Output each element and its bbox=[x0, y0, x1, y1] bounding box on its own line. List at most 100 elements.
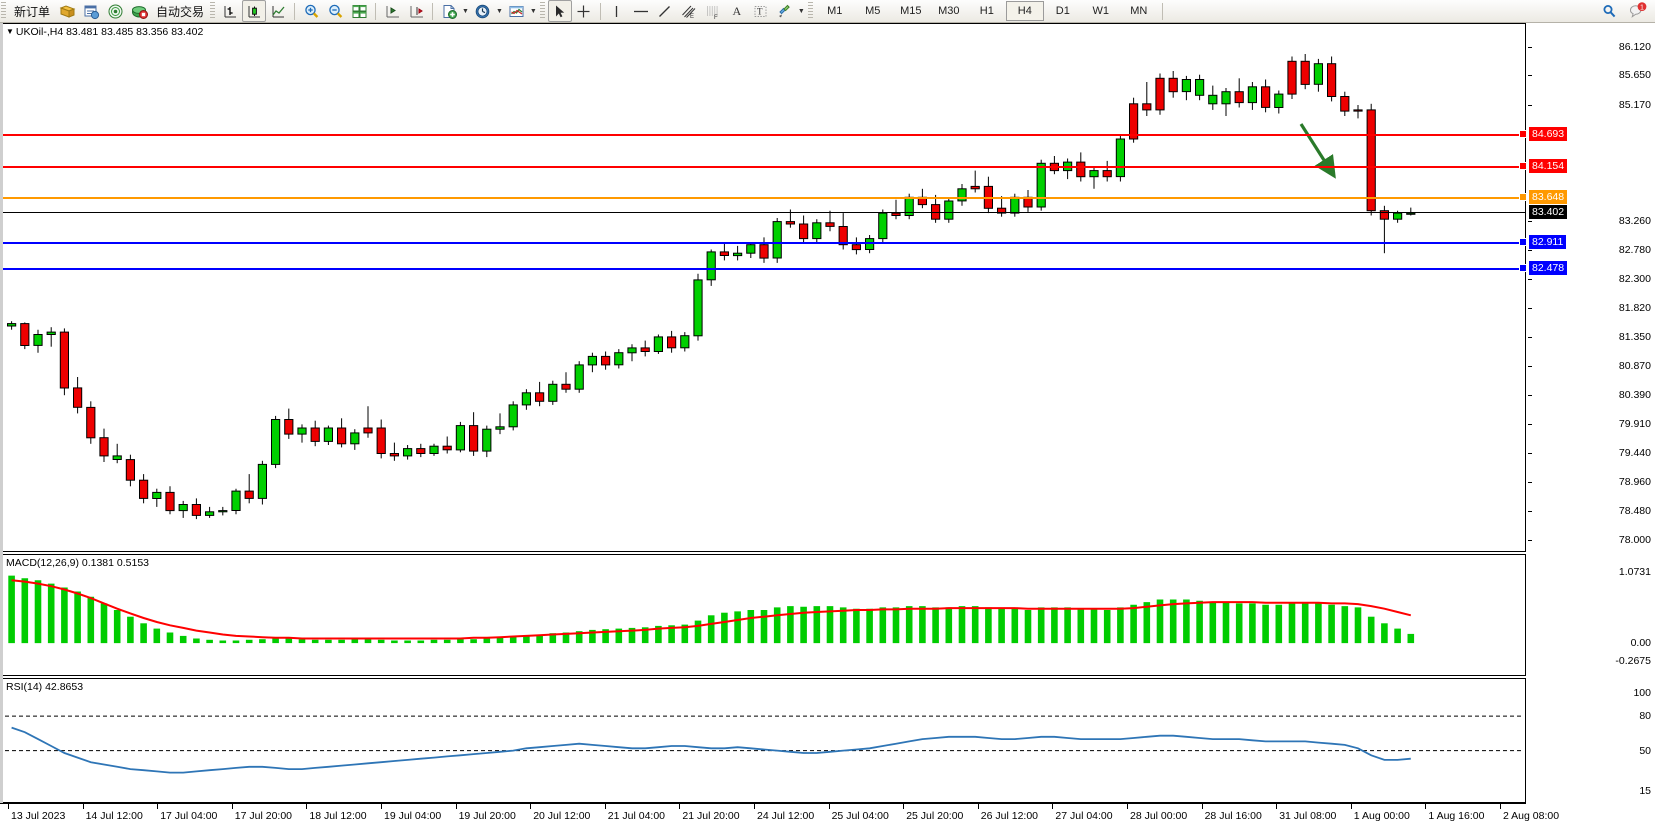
time-tick: 17 Jul 04:00 bbox=[160, 810, 218, 822]
price-tick-mark bbox=[1528, 249, 1532, 251]
time-axis[interactable]: 13 Jul 2023 14 Jul 12:00 17 Jul 04:00 17 Ju… bbox=[0, 803, 1559, 834]
level-line-current-price[interactable] bbox=[0, 211, 1526, 213]
level-line-support-2[interactable] bbox=[0, 268, 1526, 271]
line-chart-icon[interactable] bbox=[266, 0, 290, 22]
chart-menu-caret-icon[interactable]: ▼ bbox=[6, 27, 14, 36]
timeframe-w1[interactable]: W1 bbox=[1092, 5, 1110, 17]
timeframe-mn[interactable]: MN bbox=[1130, 5, 1148, 17]
template-dropdown-caret-icon[interactable]: ▼ bbox=[462, 7, 469, 15]
crosshair-icon[interactable] bbox=[572, 0, 596, 22]
horizontal-line-icon[interactable] bbox=[629, 0, 653, 22]
price-tick: 81.820 bbox=[1618, 302, 1651, 315]
autotrading-button[interactable]: 自动交易 bbox=[151, 0, 209, 22]
time-tick-mark bbox=[1127, 804, 1128, 809]
timeframe-m5[interactable]: M5 bbox=[865, 5, 881, 17]
level-badge-resistance-2: 84.154 bbox=[1529, 159, 1568, 174]
time-tick: 28 Jul 16:00 bbox=[1204, 810, 1262, 822]
indicators-icon[interactable] bbox=[505, 0, 529, 22]
level-handle-resistance-1[interactable] bbox=[1519, 129, 1527, 138]
rsi-axis[interactable]: 100 80 50 15 bbox=[1526, 678, 1655, 803]
time-tick: 25 Jul 04:00 bbox=[831, 810, 889, 822]
folder-gold-icon[interactable] bbox=[55, 0, 79, 22]
price-tick-mark bbox=[1528, 75, 1532, 77]
timeframe-d1[interactable]: D1 bbox=[1055, 5, 1070, 17]
level-line-pivot[interactable] bbox=[0, 197, 1526, 200]
toolbar-separator-5 bbox=[1161, 2, 1163, 20]
indicators-dropdown-caret-icon[interactable]: ▼ bbox=[529, 7, 537, 15]
new-template-icon[interactable] bbox=[437, 0, 461, 22]
level-line-support-1[interactable] bbox=[0, 241, 1526, 244]
svg-text:F: F bbox=[714, 15, 718, 20]
toolbar-separator-4 bbox=[599, 2, 601, 20]
text-icon[interactable]: A bbox=[732, 3, 742, 18]
period-dropdown-caret-icon[interactable]: ▼ bbox=[495, 7, 503, 15]
chart-shift-icon[interactable] bbox=[380, 0, 404, 22]
level-handle-resistance-2[interactable] bbox=[1519, 162, 1527, 171]
price-tick-mark bbox=[1528, 308, 1532, 310]
down-arrow-annotation[interactable] bbox=[1295, 118, 1355, 188]
rsi-tick: 80 bbox=[1639, 710, 1651, 723]
trendline-icon[interactable] bbox=[653, 0, 677, 22]
level-handle-support-1[interactable] bbox=[1519, 237, 1527, 246]
shapes-icon[interactable] bbox=[773, 0, 797, 22]
toolbar-grip-4[interactable] bbox=[807, 2, 813, 20]
timeframe-h1[interactable]: H1 bbox=[979, 5, 994, 17]
price-tick: 80.390 bbox=[1618, 388, 1651, 401]
level-line-resistance-1[interactable] bbox=[0, 133, 1526, 136]
new-order-button[interactable]: 新订单 bbox=[9, 0, 55, 22]
timeframe-m30[interactable]: M30 bbox=[938, 5, 960, 17]
level-handle-pivot[interactable] bbox=[1519, 193, 1527, 202]
time-tick-mark bbox=[82, 804, 84, 809]
navigator-icon[interactable] bbox=[103, 0, 127, 22]
price-tick: 79.440 bbox=[1618, 446, 1651, 459]
time-tick-mark bbox=[828, 804, 830, 809]
time-tick: 17 Jul 20:00 bbox=[234, 810, 293, 822]
main-toolbar[interactable]: 新订单 自动交易 bbox=[0, 0, 1655, 23]
time-tick-mark bbox=[8, 804, 9, 809]
text-label-icon[interactable]: T bbox=[749, 0, 773, 22]
zoom-out-icon[interactable] bbox=[323, 0, 347, 22]
timeframe-h4[interactable]: H4 bbox=[1005, 1, 1044, 21]
time-tick: 2 Aug 08:00 bbox=[1503, 810, 1560, 822]
time-tick-mark bbox=[306, 804, 308, 809]
level-line-resistance-2[interactable] bbox=[0, 166, 1526, 169]
toolbar-grip[interactable] bbox=[1, 2, 6, 20]
price-tick: 85.650 bbox=[1618, 69, 1651, 82]
rsi-label: RSI(14) 42.8653 bbox=[6, 681, 84, 693]
timeframe-m1[interactable]: M1 bbox=[827, 5, 843, 17]
price-axis[interactable]: 86.120 85.650 85.170 83.260 82.780 82.300 81.8… bbox=[1526, 23, 1655, 552]
rsi-tick: 15 bbox=[1639, 785, 1651, 797]
bar-chart-icon[interactable] bbox=[218, 0, 242, 22]
time-tick-mark bbox=[157, 804, 159, 809]
autotrading-icon[interactable] bbox=[127, 0, 151, 22]
toolbar-separator-3 bbox=[432, 2, 434, 20]
level-handle-support-2[interactable] bbox=[1519, 264, 1527, 273]
price-tick-mark bbox=[1528, 510, 1532, 512]
auto-scroll-icon[interactable] bbox=[404, 0, 428, 22]
zoom-in-icon[interactable] bbox=[299, 0, 323, 22]
time-tick-mark bbox=[231, 804, 233, 809]
toolbar-separator-1 bbox=[294, 2, 296, 20]
cursor-icon[interactable] bbox=[547, 0, 572, 22]
period-clock-icon[interactable] bbox=[471, 0, 495, 22]
chart-area[interactable]: ▼ UKOil-,H4 83.481 83.485 83.356 83.402 8… bbox=[0, 23, 1655, 834]
shapes-dropdown-caret-icon[interactable]: ▼ bbox=[797, 7, 805, 15]
toolbar-grip-3[interactable] bbox=[539, 2, 545, 20]
timeframe-m15[interactable]: M15 bbox=[900, 5, 922, 17]
time-tick-mark bbox=[1276, 804, 1278, 809]
price-tick-mark bbox=[1528, 539, 1532, 541]
search-icon[interactable] bbox=[1597, 0, 1621, 22]
data-window-icon[interactable] bbox=[79, 0, 103, 22]
candlestick-chart-icon[interactable] bbox=[242, 0, 267, 22]
price-tick: 86.120 bbox=[1618, 40, 1651, 53]
fibonacci-retracement-icon[interactable]: F bbox=[701, 0, 725, 22]
price-tick-mark bbox=[1528, 481, 1532, 483]
alerts-icon[interactable]: 1 bbox=[1625, 0, 1649, 22]
tile-windows-icon[interactable] bbox=[347, 0, 371, 22]
equidistant-channel-icon[interactable]: E bbox=[677, 0, 701, 22]
vertical-line-icon[interactable] bbox=[605, 0, 629, 22]
macd-axis[interactable]: 1.0731 0.00 -0.2675 bbox=[1526, 554, 1655, 676]
level-badge-current-price: 83.402 bbox=[1529, 204, 1568, 219]
toolbar-grip-2[interactable] bbox=[210, 2, 216, 20]
macd-series bbox=[8, 575, 1415, 644]
